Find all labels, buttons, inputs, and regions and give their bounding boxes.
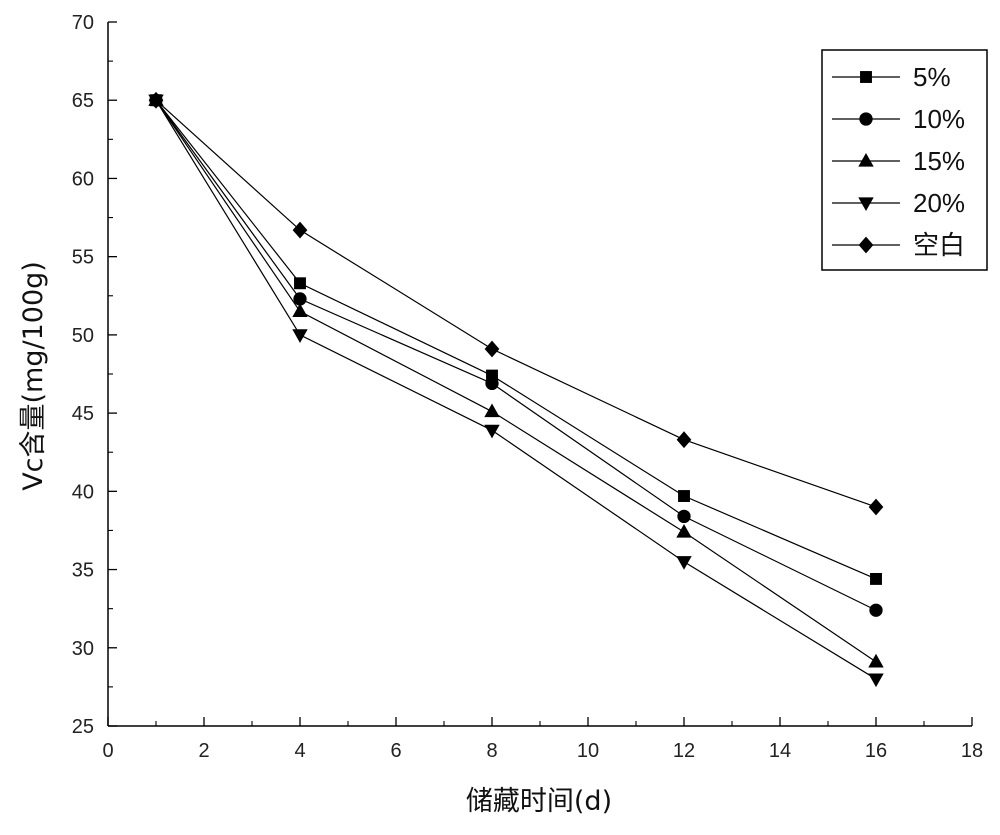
series-2 (149, 93, 883, 617)
x-tick-label: 14 (769, 740, 791, 762)
legend-item: 10% (832, 104, 965, 134)
data-point (293, 292, 307, 306)
legend-label: 10% (913, 104, 965, 134)
data-point (292, 303, 308, 318)
y-tick-label: 30 (72, 638, 94, 660)
x-tick-label: 4 (294, 740, 305, 762)
legend-box (821, 49, 988, 271)
y-tick-label: 70 (72, 12, 94, 34)
x-tick-label: 0 (102, 740, 113, 762)
data-point (676, 556, 692, 570)
series-5 (148, 91, 884, 516)
data-point (484, 424, 500, 439)
legend-marker (860, 71, 872, 83)
x-tick-label: 16 (865, 740, 887, 762)
legend-item: 20% (832, 188, 965, 218)
axes: 0 2 4 6 8 10 12 14 16 18 25 30 35 40 45 50 55 60 65 70 (72, 12, 983, 762)
data-point (485, 376, 499, 391)
data-point (148, 91, 164, 109)
data-point (676, 431, 692, 449)
x-axis-title: 储藏时间(d) (466, 786, 612, 817)
y-tick-label: 25 (72, 716, 94, 738)
data-point (484, 340, 500, 358)
series-line (155, 99, 877, 580)
series-line (155, 99, 877, 663)
series-line (155, 99, 877, 508)
legend-marker (859, 112, 873, 126)
data-point (868, 673, 884, 688)
legend-item: 空白 (832, 230, 965, 260)
legend-label: 20% (913, 188, 965, 218)
data-point (292, 329, 308, 343)
x-tick-label: 6 (390, 740, 401, 762)
legend-label: 空白 (913, 230, 965, 260)
data-point (869, 603, 883, 617)
y-axis-title: Vc含量(mg/100g) (18, 261, 49, 491)
data-point (292, 221, 308, 239)
legend-label: 15% (913, 146, 965, 176)
data-point (484, 403, 500, 418)
x-tick-label: 10 (577, 740, 599, 762)
data-point (868, 653, 884, 668)
legend: 5% 10% 15% 20% 空白 (821, 49, 988, 271)
y-tick-label: 35 (72, 560, 94, 582)
series-layer (148, 91, 884, 688)
data-point (486, 369, 498, 382)
data-point (676, 523, 692, 538)
y-tick-label: 55 (72, 247, 94, 269)
data-point (870, 572, 882, 585)
series-3 (148, 92, 884, 668)
y-tick-label: 50 (72, 325, 94, 347)
y-tick-label: 45 (72, 403, 94, 425)
legend-marker (858, 152, 874, 167)
x-tick-label: 8 (486, 740, 497, 762)
y-tick-label: 40 (72, 481, 94, 503)
legend-item: 15% (832, 146, 965, 176)
y-tick-label: 65 (72, 90, 94, 112)
y-tick-label: 60 (72, 168, 94, 190)
x-tick-label: 2 (198, 740, 209, 762)
legend-marker (858, 197, 874, 212)
x-tick-label: 12 (673, 740, 695, 762)
data-point (677, 509, 691, 524)
legend-item: 5% (832, 62, 951, 92)
series-line (155, 99, 877, 680)
data-point (868, 498, 884, 516)
data-point (678, 490, 690, 502)
legend-marker (858, 236, 874, 254)
x-tick-label: 18 (961, 740, 983, 762)
series-1 (150, 94, 882, 585)
legend-label: 5% (913, 62, 951, 92)
series-line (155, 99, 877, 611)
data-point (294, 277, 306, 290)
